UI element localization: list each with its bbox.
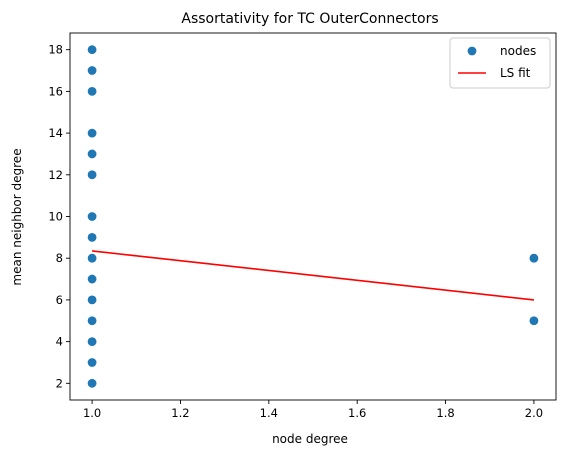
data-point	[87, 232, 97, 242]
x-axis-ticks: 1.0 1.2 1.4 1.6 1.8 2.0	[83, 400, 543, 420]
data-point	[87, 337, 97, 347]
x-tick-label: 2.0	[525, 406, 543, 420]
data-point	[87, 316, 97, 326]
y-tick-label: 14	[48, 126, 63, 140]
data-point	[529, 253, 539, 263]
data-point	[87, 66, 97, 75]
y-tick-label: 8	[56, 251, 63, 265]
x-tick-label: 1.4	[260, 406, 278, 420]
data-point	[87, 86, 97, 96]
legend: nodes LS fit	[449, 37, 551, 89]
data-point	[87, 149, 97, 159]
legend-label: nodes	[500, 44, 536, 58]
data-point	[87, 212, 97, 221]
x-tick-label: 1.8	[436, 406, 454, 420]
data-point	[87, 358, 97, 367]
chart-title: Assortativity for TC OuterConnectors	[181, 11, 438, 27]
legend-marker-nodes	[467, 46, 477, 56]
data-point	[87, 274, 97, 284]
y-tick-label: 4	[56, 335, 63, 349]
plot-area	[69, 32, 557, 401]
y-tick-label: 2	[56, 376, 63, 390]
x-tick-label: 1.0	[83, 406, 101, 420]
data-point	[87, 295, 97, 305]
y-tick-label: 18	[48, 43, 63, 57]
y-axis-label: mean neighbor degree	[10, 148, 24, 285]
data-point	[87, 378, 97, 388]
y-tick-label: 10	[48, 210, 63, 224]
y-tick-label: 16	[48, 84, 63, 98]
y-tick-label: 6	[56, 293, 63, 307]
data-point	[87, 45, 97, 55]
x-tick-label: 1.6	[348, 406, 366, 420]
data-point	[87, 128, 97, 138]
data-point	[87, 253, 97, 263]
x-axis-label: node degree	[272, 432, 348, 446]
x-tick-label: 1.2	[171, 406, 189, 420]
y-tick-label: 12	[48, 168, 63, 182]
legend-label: LS fit	[500, 66, 531, 80]
fit-line	[92, 250, 534, 301]
data-point	[87, 170, 97, 180]
plot-background	[70, 33, 556, 400]
y-axis-ticks: 2 4 6 8 10 12 14 16 18	[48, 43, 70, 390]
data-point	[529, 316, 539, 326]
